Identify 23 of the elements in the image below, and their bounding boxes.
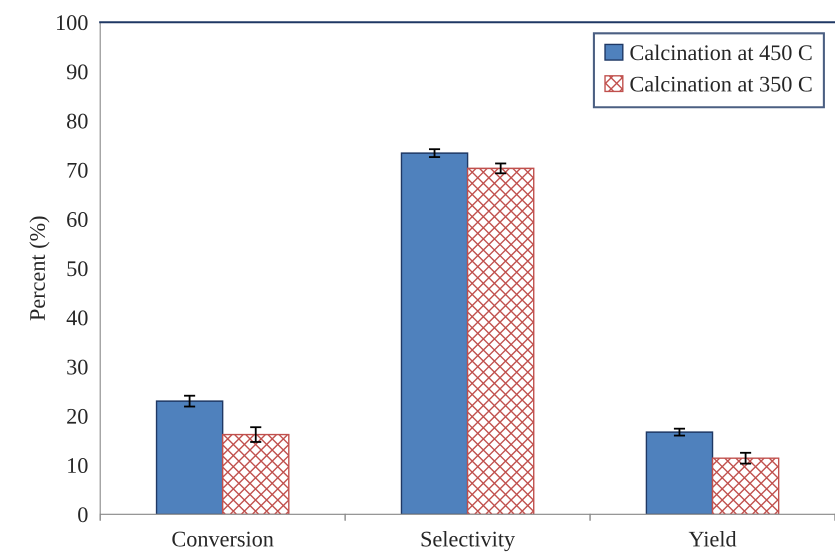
y-tick-label: 10 <box>68 458 88 474</box>
legend-label: Calcination at 450 C <box>630 44 812 60</box>
y-tick-label: 70 <box>68 162 88 178</box>
y-tick-label: 100 <box>57 15 88 30</box>
bar <box>712 458 780 514</box>
x-tick-label: Yield <box>688 530 736 547</box>
y-tick-label: 80 <box>67 114 88 129</box>
y-tick-label: 40 <box>66 310 88 326</box>
y-tick-label: 50 <box>67 261 88 276</box>
bar <box>222 434 290 514</box>
legend-label: Calcination at 350 C <box>630 76 812 92</box>
y-tick-label: 30 <box>67 360 88 375</box>
y-tick-label: 60 <box>67 212 88 227</box>
y-tick-label: 0 <box>78 507 88 522</box>
y-tick-label: 90 <box>66 64 88 80</box>
x-tick-label: Selectivity <box>422 530 516 552</box>
bar <box>400 152 468 514</box>
bar <box>646 431 714 514</box>
y-axis-title: Percent (%) <box>29 216 50 320</box>
x-tick-label: Conversion <box>172 532 274 547</box>
y-tick-label: 20 <box>67 408 88 424</box>
bar <box>466 168 534 514</box>
bar <box>156 400 224 514</box>
